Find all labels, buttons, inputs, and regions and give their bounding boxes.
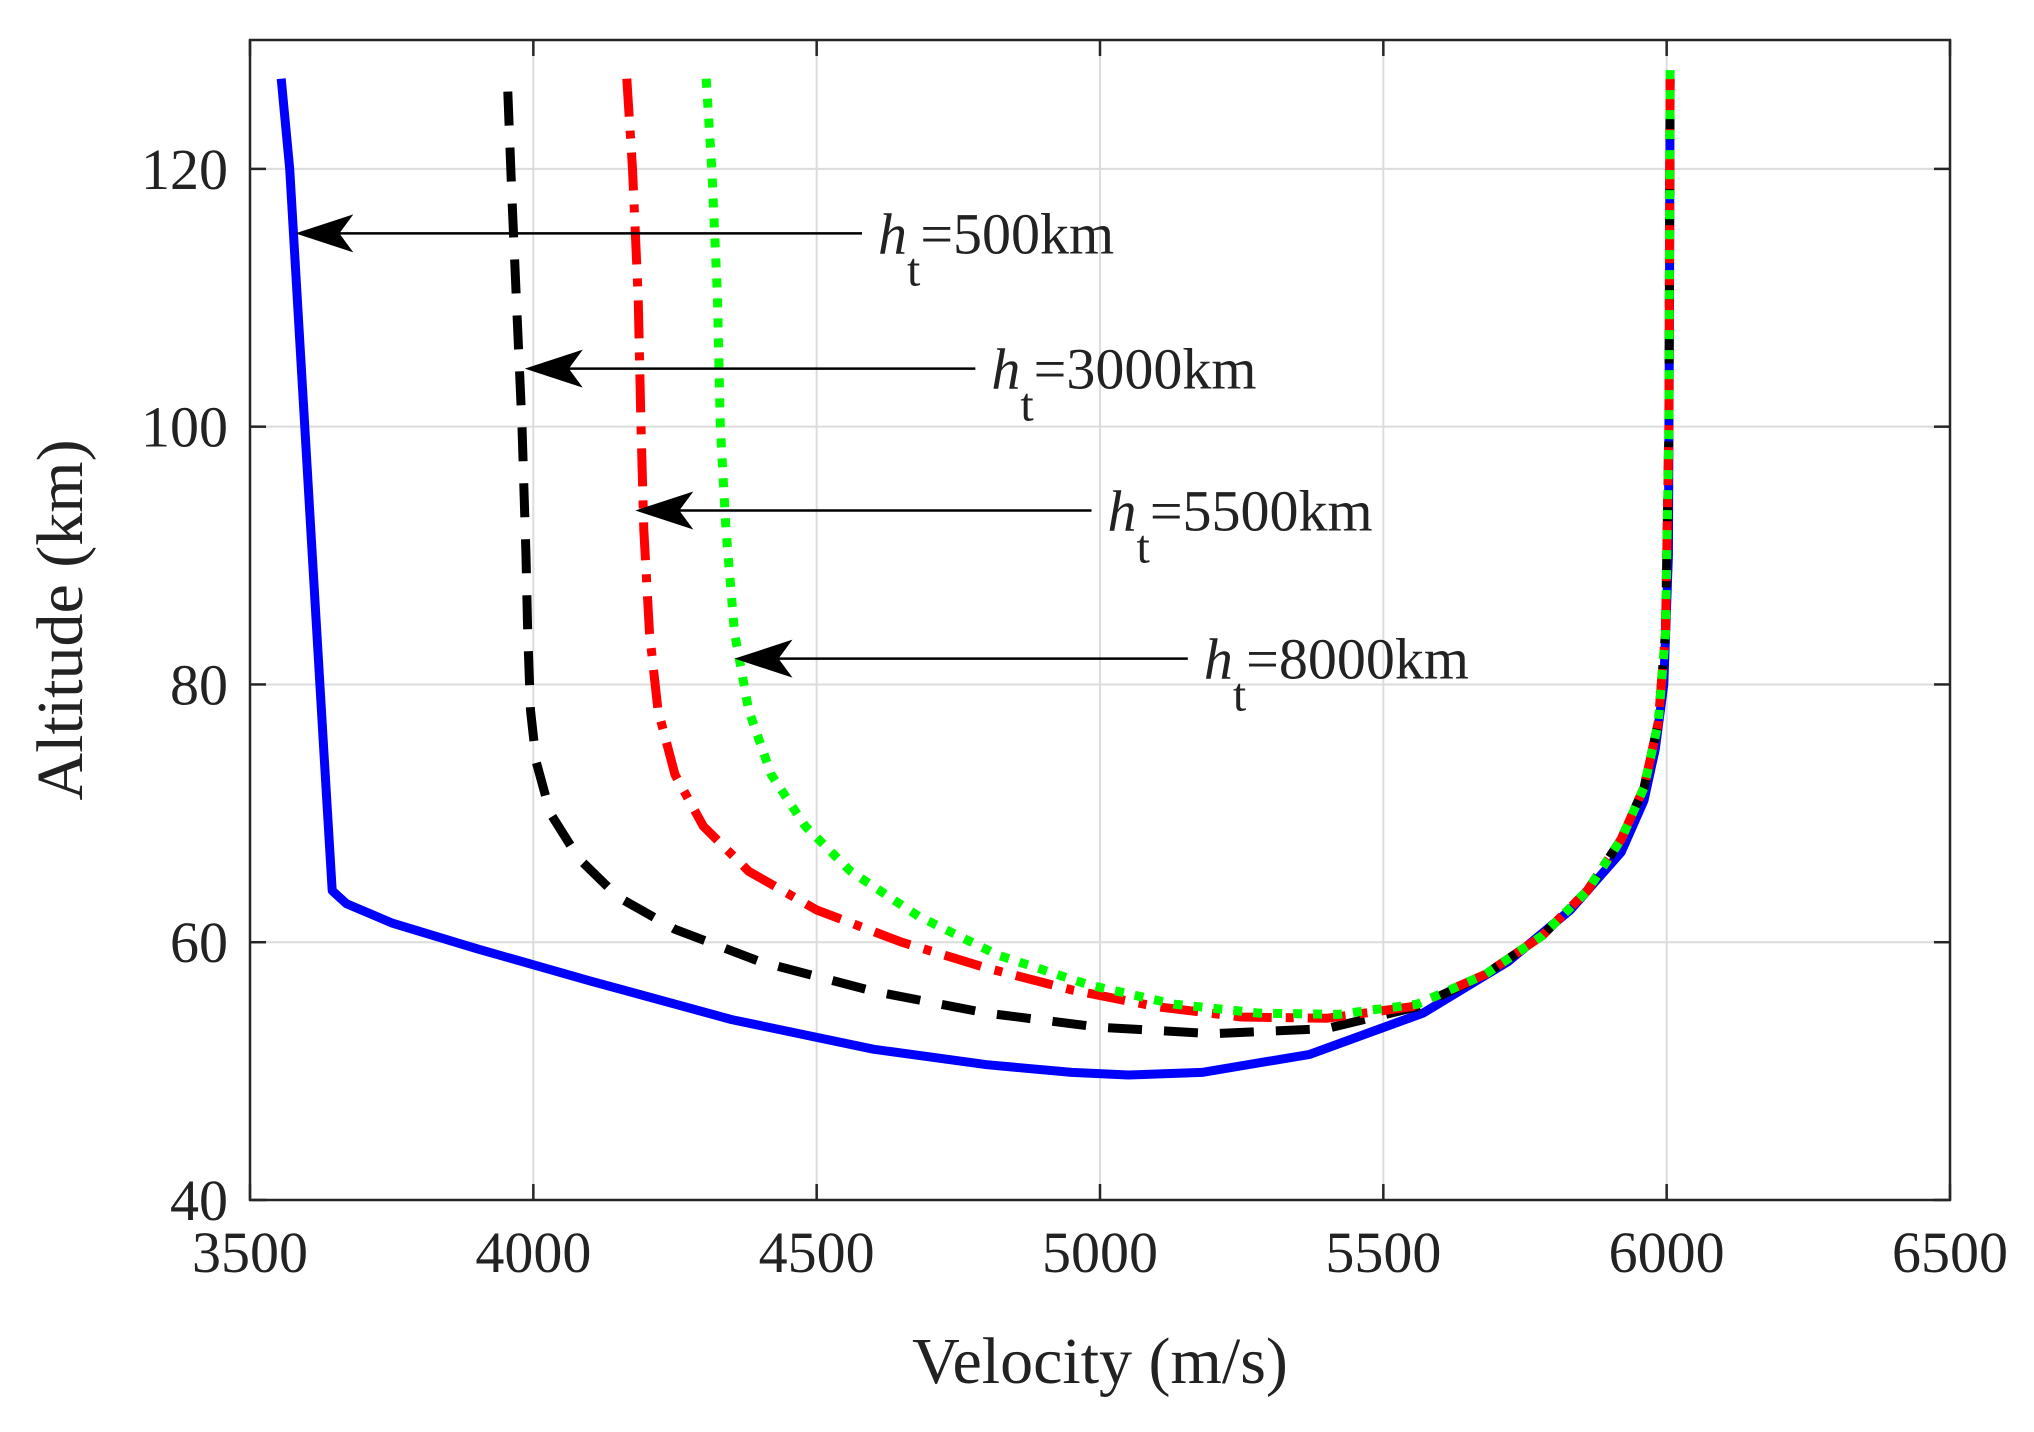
annotation-label-value: =5500km [1150, 478, 1373, 543]
annotation-label-h: h [1204, 627, 1233, 692]
x-tick-label: 3500 [192, 1220, 308, 1285]
annotation-label-value: =500km [920, 201, 1114, 266]
annotation-label-1: ht=3000km [991, 337, 1256, 432]
x-tick-label: 4500 [759, 1220, 875, 1285]
annotation-label-subscript: t [1020, 379, 1034, 432]
annotation-label-value: =8000km [1246, 627, 1469, 692]
y-tick-label: 80 [170, 652, 228, 717]
series-lines [276, 65, 1675, 1080]
annotation-arrowhead-0 [295, 214, 354, 253]
y-tick-label: 120 [141, 137, 228, 202]
series-line-3 [701, 65, 1675, 1019]
x-tick-label: 6500 [1892, 1220, 2008, 1285]
annotation-label-h: h [991, 337, 1020, 402]
annotation-label-subscript: t [907, 243, 921, 296]
annotation-label-0: ht=500km [878, 201, 1114, 296]
annotation-arrowhead-2 [635, 491, 694, 530]
x-tick-label: 6000 [1609, 1220, 1725, 1285]
annotation-label-h: h [1108, 478, 1137, 543]
y-axis-label: Altitude (km) [24, 439, 97, 800]
annotation-label-value: =3000km [1034, 337, 1257, 402]
annotation-label-3: ht=8000km [1204, 627, 1469, 722]
x-axis-label: Velocity (m/s) [912, 1325, 1288, 1398]
y-tick-label: 40 [170, 1168, 228, 1233]
y-tick-label: 100 [141, 395, 228, 460]
y-tick-label: 60 [170, 910, 228, 975]
series-line-2 [622, 78, 1675, 1023]
x-tick-label: 4000 [475, 1220, 591, 1285]
annotation-arrowhead-3 [734, 639, 793, 678]
annotation-label-subscript: t [1233, 669, 1247, 722]
annotation-label-2: ht=5500km [1108, 478, 1373, 573]
axis-ticks: 3500 4000 4500 5000 5500 6000 6500 40 60 80 100 120 [141, 40, 2008, 1285]
annotation-label-h: h [878, 201, 907, 266]
annotation-label-subscript: t [1137, 520, 1151, 573]
x-tick-label: 5000 [1042, 1220, 1158, 1285]
x-tick-label: 5500 [1325, 1220, 1441, 1285]
annotation-arrowhead-1 [524, 349, 583, 388]
